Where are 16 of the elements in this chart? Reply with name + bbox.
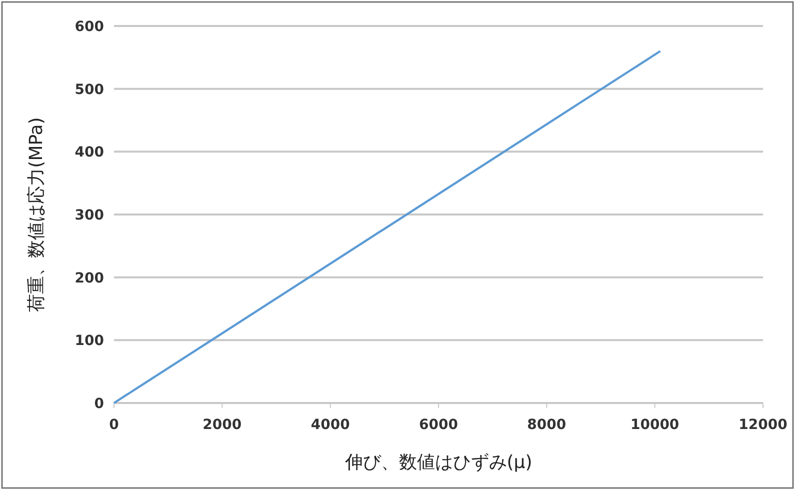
y-axis-title: 荷重、数値は応力(MPa) <box>26 117 47 312</box>
y-tick-label: 500 <box>74 82 104 98</box>
x-tick-label: 0 <box>109 417 120 433</box>
x-tick-label: 4000 <box>310 417 350 433</box>
x-tick-label: 8000 <box>527 417 566 433</box>
y-tick-label: 600 <box>74 19 104 35</box>
y-tick-label: 300 <box>74 208 104 224</box>
x-tick-label: 12000 <box>738 417 788 433</box>
y-tick-label: 100 <box>74 333 104 350</box>
y-tick-label: 400 <box>74 144 104 161</box>
x-tick-label: 2000 <box>202 417 242 433</box>
y-tick-label: 0 <box>94 396 104 412</box>
y-tick-label: 200 <box>74 270 104 286</box>
x-axis-title: 伸び、数値はひずみ(μ) <box>344 452 532 473</box>
x-tick-label: 10000 <box>630 417 680 433</box>
x-tick-label: 6000 <box>419 417 458 433</box>
